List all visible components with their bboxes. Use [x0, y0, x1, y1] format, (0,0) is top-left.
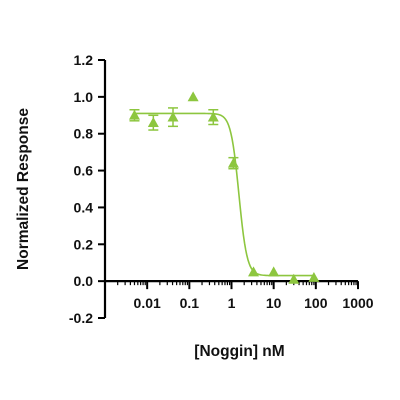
data-point-triangle [167, 111, 179, 122]
x-ticks: 0.01 0.1 1 10 100 1000 [117, 281, 374, 311]
data-point-triangle [268, 266, 280, 277]
fit-layer [133, 112, 315, 277]
data-point-triangle [248, 266, 260, 277]
x-tick-label: 1000 [342, 295, 373, 311]
fit-curve [133, 112, 315, 277]
x-tick-label: 100 [304, 295, 328, 311]
y-tick-label: -0.2 [69, 310, 93, 326]
data-point-triangle [308, 271, 320, 282]
x-tick-label: 10 [266, 295, 282, 311]
y-tick-label: 0.6 [74, 163, 94, 179]
data-point-triangle [288, 273, 300, 284]
y-tick-label: 1.2 [74, 52, 94, 68]
y-tick-label: 0.2 [74, 236, 94, 252]
x-tick-label: 1 [228, 295, 236, 311]
axes [103, 60, 358, 318]
x-axis-title: [Noggin] nM [194, 343, 284, 360]
data-point-triangle [207, 111, 219, 122]
x-tick-label: 0.01 [134, 295, 161, 311]
data-point-triangle [227, 157, 239, 168]
y-ticks: -0.2 0.0 0.2 0.4 0.6 0.8 1.0 1.2 [69, 52, 105, 326]
y-tick-label: 1.0 [74, 89, 94, 105]
data-point-triangle [187, 91, 199, 102]
y-tick-label: 0.4 [74, 199, 94, 215]
y-tick-label: 0.8 [74, 126, 94, 142]
y-axis-title: Normalized Response [15, 108, 32, 270]
x-tick-label: 0.1 [180, 295, 200, 311]
data-point-triangle [147, 117, 159, 128]
data-point-triangle [128, 109, 140, 120]
y-tick-label: 0.0 [74, 273, 94, 289]
points-layer [128, 91, 320, 284]
